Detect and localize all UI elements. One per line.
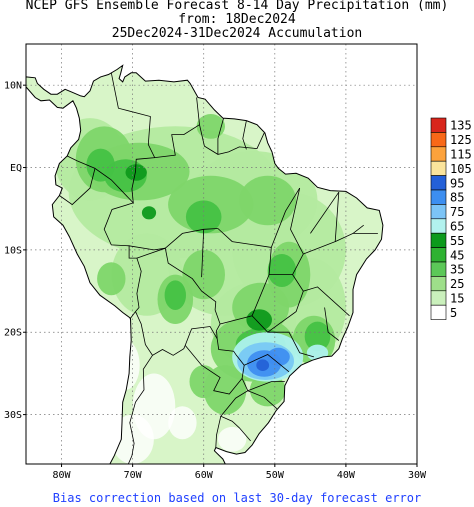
accumulation-period: 25Dec2024-31Dec2024 Accumulation	[111, 26, 363, 41]
legend-label: 85	[450, 191, 464, 205]
legend-swatch	[430, 261, 447, 277]
country-border	[217, 117, 224, 155]
legend-label: 95	[450, 176, 464, 190]
bias-correction-note: Bias correction based on last 30-day for…	[52, 491, 422, 505]
y-tick-label: EQ	[10, 163, 22, 174]
country-border	[247, 381, 285, 392]
legend-swatch	[430, 175, 447, 191]
precip-blob-green	[185, 200, 222, 234]
legend-label: 15	[450, 292, 464, 306]
country-border	[267, 290, 304, 333]
legend-label: 135	[450, 119, 472, 133]
legend-label: 75	[450, 205, 464, 219]
legend-swatch	[430, 232, 447, 248]
country-border	[136, 247, 221, 339]
country-border	[303, 192, 340, 255]
legend-swatch	[430, 304, 447, 320]
legend-swatch	[430, 160, 447, 176]
country-border	[352, 224, 364, 234]
precip-blob-dark	[125, 164, 147, 181]
longitude-axis: 80W 70W 60W 50W 40W 30W	[53, 464, 427, 481]
latitude-axis: 10N EQ 10S 20S 30S	[4, 81, 26, 421]
precip-blob-green	[304, 321, 331, 352]
precip-blob-green	[164, 280, 186, 311]
country-border	[59, 168, 96, 206]
country-border	[310, 191, 340, 234]
legend-label: 55	[450, 234, 464, 248]
country-border	[215, 416, 222, 448]
legend-swatch	[430, 189, 447, 205]
x-tick-label: 50W	[266, 470, 285, 481]
precip-gap	[218, 426, 247, 452]
precip-blob-mid	[239, 175, 297, 226]
country-border	[244, 354, 290, 373]
legend-swatch	[430, 117, 447, 133]
country-border	[220, 247, 272, 325]
precip-blob-dark	[141, 206, 157, 220]
x-tick-label: 70W	[124, 470, 143, 481]
forecast-start-date: from: 18Dec2024	[178, 12, 296, 27]
country-border	[199, 124, 265, 155]
country-borders	[59, 72, 378, 464]
legend-label: 125	[450, 133, 472, 147]
precip-blob-dark	[246, 309, 272, 331]
country-border	[242, 120, 247, 150]
legend-swatch	[430, 247, 447, 263]
country-border	[324, 307, 340, 341]
legend-swatch	[430, 132, 447, 148]
precip-blob-mid	[97, 262, 126, 296]
legend-swatch	[430, 204, 447, 220]
legend-swatch	[430, 290, 447, 306]
country-border	[292, 274, 350, 317]
precip-blob-mid	[196, 114, 225, 139]
country-border	[251, 315, 315, 358]
country-border	[247, 390, 278, 410]
legend-label: 65	[450, 220, 464, 234]
precip-blob-deep	[256, 359, 270, 372]
country-border	[103, 202, 142, 320]
x-tick-label: 40W	[337, 470, 356, 481]
y-tick-label: 10S	[4, 245, 22, 256]
x-tick-label: 80W	[53, 470, 72, 481]
y-tick-label: 20S	[4, 328, 22, 339]
country-border	[201, 229, 205, 278]
country-border	[127, 355, 153, 464]
plot-frame	[25, 43, 418, 465]
legend-label: 5	[450, 306, 457, 320]
x-tick-label: 60W	[195, 470, 214, 481]
y-tick-label: 30S	[4, 410, 22, 421]
country-border	[165, 228, 218, 249]
country-border	[135, 311, 218, 356]
y-tick-label: 10N	[4, 81, 22, 92]
precip-blob-blue	[267, 347, 290, 366]
legend-label: 45	[450, 248, 464, 262]
legend-label: 115	[450, 148, 472, 162]
precip-blob-green	[86, 148, 115, 182]
country-border	[154, 97, 200, 158]
legend-label: 25	[450, 277, 464, 291]
precip-gap	[168, 406, 197, 440]
x-tick-label: 30W	[408, 470, 427, 481]
legend-swatch	[430, 276, 447, 292]
precip-gap	[132, 373, 176, 440]
country-border	[129, 245, 166, 251]
country-border	[290, 188, 304, 275]
legend-swatch	[430, 218, 447, 234]
legend-label: 35	[450, 263, 464, 277]
legend-swatch	[430, 146, 447, 162]
legend-label: 105	[450, 162, 472, 176]
precip-blob-green	[267, 254, 297, 287]
chart-title: NCEP GFS Ensemble Forecast 8-14 Day Prec…	[25, 0, 449, 13]
coastline	[26, 64, 384, 464]
